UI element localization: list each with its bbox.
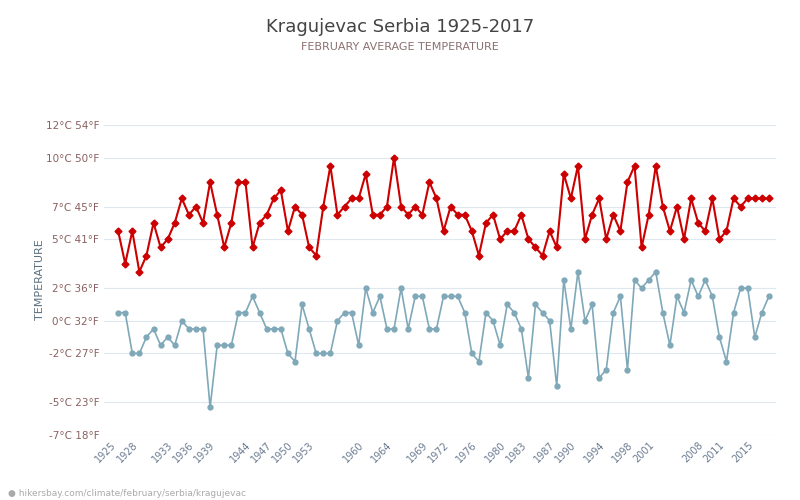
DAY <box>390 154 399 160</box>
DAY <box>114 228 123 234</box>
Text: Kragujevac Serbia 1925-2017: Kragujevac Serbia 1925-2017 <box>266 18 534 36</box>
NIGHT <box>446 294 455 300</box>
NIGHT <box>206 404 215 410</box>
DAY <box>255 220 265 226</box>
NIGHT <box>644 277 654 283</box>
DAY <box>644 212 654 218</box>
NIGHT <box>764 294 774 300</box>
Line: NIGHT: NIGHT <box>116 270 771 410</box>
NIGHT <box>226 342 236 348</box>
NIGHT <box>255 310 265 316</box>
DAY <box>226 220 236 226</box>
Line: DAY: DAY <box>116 155 771 274</box>
NIGHT <box>198 326 208 332</box>
NIGHT <box>573 269 582 275</box>
Text: ● hikersbay.com/climate/february/serbia/kragujevac: ● hikersbay.com/climate/february/serbia/… <box>8 488 246 498</box>
NIGHT <box>114 310 123 316</box>
DAY <box>134 269 144 275</box>
DAY <box>453 212 462 218</box>
DAY <box>764 196 774 202</box>
DAY <box>206 179 215 185</box>
Y-axis label: TEMPERATURE: TEMPERATURE <box>35 240 45 320</box>
Text: FEBRUARY AVERAGE TEMPERATURE: FEBRUARY AVERAGE TEMPERATURE <box>301 42 499 52</box>
NIGHT <box>580 318 590 324</box>
DAY <box>580 236 590 242</box>
